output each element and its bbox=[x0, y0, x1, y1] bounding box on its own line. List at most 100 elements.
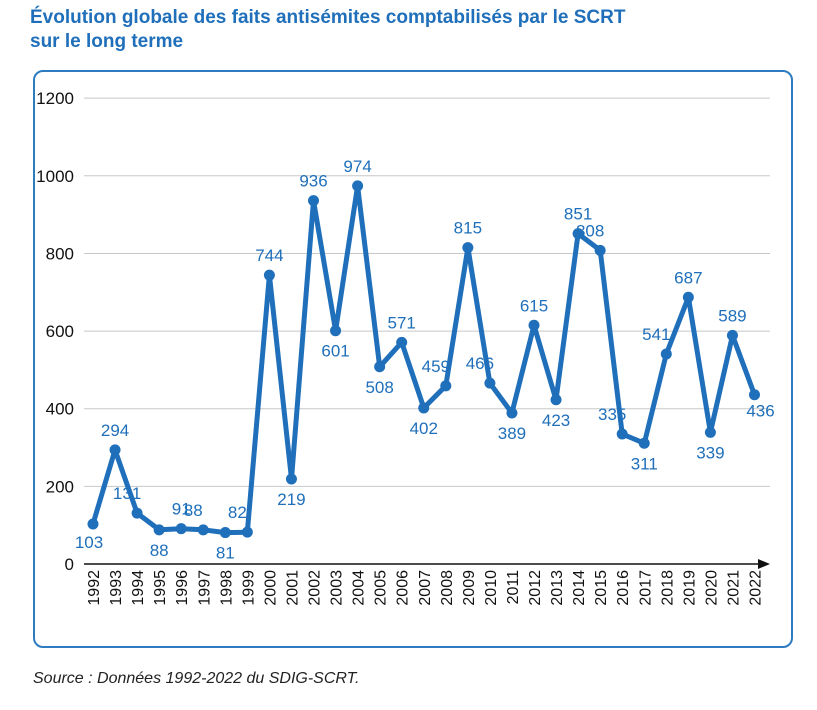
source-note: Source : Données 1992-2022 du SDIG-SCRT. bbox=[33, 670, 360, 687]
x-tick-label: 1994 bbox=[130, 570, 147, 606]
y-tick-label: 1200 bbox=[36, 89, 74, 108]
data-label: 974 bbox=[343, 157, 371, 176]
data-point bbox=[660, 348, 672, 360]
data-point bbox=[396, 336, 408, 348]
y-tick-label: 0 bbox=[65, 555, 74, 574]
x-tick-label: 1997 bbox=[196, 570, 213, 606]
data-label: 131 bbox=[113, 484, 141, 503]
x-tick-label: 2007 bbox=[417, 570, 434, 606]
data-point bbox=[484, 377, 496, 389]
x-tick-label: 2008 bbox=[439, 570, 456, 606]
x-tick-label: 2021 bbox=[725, 570, 742, 606]
data-label: 744 bbox=[255, 246, 283, 265]
data-label: 436 bbox=[746, 402, 774, 421]
x-tick-label: 1993 bbox=[108, 570, 125, 606]
x-tick-label: 2012 bbox=[527, 570, 544, 606]
x-tick-label: 2016 bbox=[615, 570, 632, 606]
y-tick-label: 600 bbox=[46, 322, 74, 341]
data-point bbox=[594, 244, 606, 256]
x-tick-label: 2015 bbox=[593, 570, 610, 606]
x-tick-label: 2013 bbox=[549, 570, 566, 606]
data-label: 389 bbox=[498, 424, 526, 443]
data-label: 541 bbox=[642, 325, 670, 344]
x-tick-label: 2001 bbox=[284, 570, 301, 606]
x-tick-label: 2002 bbox=[307, 570, 324, 606]
line-chart: 0 200 400 600 800 1000 1200 1992 1993 1994 1995 199… bbox=[36, 89, 775, 606]
chart-title: Évolution globale des faits antisémites … bbox=[30, 6, 790, 54]
data-label: 103 bbox=[75, 533, 103, 552]
data-label: 88 bbox=[184, 501, 203, 520]
y-tick-label: 1000 bbox=[36, 167, 74, 186]
x-axis-arrow bbox=[758, 559, 770, 569]
x-tick-label: 1998 bbox=[218, 570, 235, 606]
x-tick-label: 2022 bbox=[748, 570, 765, 606]
data-point bbox=[109, 444, 121, 456]
data-point bbox=[175, 523, 187, 535]
data-label: 402 bbox=[410, 419, 438, 438]
data-point bbox=[418, 402, 430, 414]
chart-title-line-2: sur le long terme bbox=[30, 31, 184, 52]
data-point bbox=[219, 527, 231, 539]
data-point bbox=[506, 407, 518, 419]
data-point bbox=[528, 319, 540, 331]
data-point bbox=[330, 325, 342, 337]
data-point bbox=[616, 428, 628, 440]
data-label: 815 bbox=[454, 219, 482, 238]
x-tick-label: 2019 bbox=[681, 570, 698, 606]
x-tick-label: 1999 bbox=[240, 570, 257, 606]
x-tick-label: 2014 bbox=[571, 570, 588, 606]
data-label: 81 bbox=[216, 544, 235, 563]
x-tick-label: 2000 bbox=[262, 570, 279, 606]
data-point bbox=[462, 242, 474, 254]
x-tick-label: 2005 bbox=[373, 570, 390, 606]
data-label: 88 bbox=[150, 541, 169, 560]
data-point bbox=[638, 437, 650, 449]
data-label: 615 bbox=[520, 296, 548, 315]
data-point bbox=[263, 269, 275, 281]
data-label: 335 bbox=[598, 405, 626, 424]
x-tick-label: 2018 bbox=[659, 570, 676, 606]
chart-title-line-1: Évolution globale des faits antisémites … bbox=[30, 7, 626, 28]
data-label: 339 bbox=[696, 443, 724, 462]
x-tick-label: 1996 bbox=[174, 570, 191, 606]
chart-frame bbox=[33, 70, 793, 648]
data-label: 459 bbox=[422, 357, 450, 376]
y-tick-label: 400 bbox=[46, 400, 74, 419]
data-point bbox=[197, 524, 209, 536]
data-point bbox=[87, 518, 99, 530]
x-tick-label: 2010 bbox=[483, 570, 500, 606]
x-tick-label: 1992 bbox=[86, 570, 103, 606]
data-label: 311 bbox=[631, 454, 658, 473]
data-label: 91 bbox=[172, 500, 191, 519]
y-tick-label: 800 bbox=[46, 244, 74, 263]
data-point bbox=[550, 394, 562, 406]
data-point bbox=[241, 526, 253, 538]
data-point bbox=[682, 291, 694, 303]
y-tick-label: 200 bbox=[46, 477, 74, 496]
data-point bbox=[704, 426, 716, 438]
data-label: 601 bbox=[321, 342, 349, 361]
data-point bbox=[153, 524, 165, 536]
data-label: 571 bbox=[388, 313, 416, 332]
x-tick-label: 2011 bbox=[505, 570, 522, 605]
data-point bbox=[352, 180, 364, 192]
data-label: 851 bbox=[564, 205, 592, 224]
data-label: 82 bbox=[228, 503, 247, 522]
data-label: 508 bbox=[365, 378, 393, 397]
data-point bbox=[131, 507, 143, 519]
x-tick-label: 2004 bbox=[351, 570, 368, 606]
data-label: 219 bbox=[277, 490, 305, 509]
data-point bbox=[308, 195, 319, 207]
data-label: 589 bbox=[718, 306, 746, 325]
data-point bbox=[749, 389, 760, 401]
data-label: 423 bbox=[542, 411, 570, 430]
x-tick-label: 2003 bbox=[329, 570, 346, 606]
data-point bbox=[285, 473, 297, 485]
data-label: 687 bbox=[674, 268, 702, 287]
data-point bbox=[572, 228, 584, 240]
data-point bbox=[440, 380, 452, 392]
x-tick-label: 2017 bbox=[637, 570, 654, 606]
x-tick-label: 2020 bbox=[703, 570, 720, 606]
x-tick-label: 2006 bbox=[395, 570, 412, 606]
data-label: 808 bbox=[576, 221, 604, 240]
